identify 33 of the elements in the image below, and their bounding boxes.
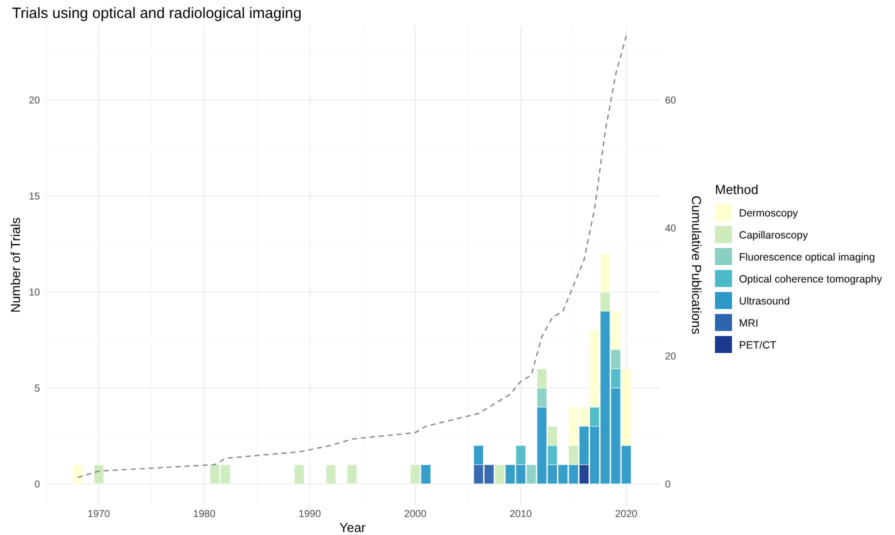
- x-tick-label: 2020: [615, 509, 638, 520]
- x-axis-title: Year: [339, 520, 366, 535]
- x-tick-label: 2000: [404, 509, 427, 520]
- y2-tick-label: 20: [665, 351, 677, 362]
- legend-label: MRI: [739, 318, 758, 330]
- legend-label: Ultrasound: [739, 296, 790, 308]
- bar: [94, 464, 104, 484]
- bar: [346, 464, 358, 484]
- y2-tick-label: 40: [665, 223, 677, 234]
- y-tick-label: 10: [28, 287, 40, 298]
- y-tick-label: 0: [34, 479, 40, 490]
- legend-label: Optical coherence tomography: [739, 274, 883, 286]
- x-tick-label: 1990: [298, 509, 322, 520]
- line-series: [77, 35, 627, 478]
- legend-label: Fluorescence optical imaging: [739, 252, 876, 264]
- legend-label: Capillaroscopy: [739, 230, 809, 242]
- y2-axis-title: Cumulative Publications: [689, 196, 704, 335]
- bar: [326, 464, 336, 484]
- x-tick-label: 1980: [193, 509, 216, 520]
- y2-tick-label: 60: [665, 95, 677, 106]
- legend-title: Method: [715, 182, 758, 197]
- bar: [294, 464, 304, 484]
- x-tick-label: 1970: [88, 509, 110, 520]
- bar: [72, 464, 83, 484]
- legend-label: Dermoscopy: [739, 208, 799, 220]
- y-tick-label: 5: [34, 383, 40, 394]
- chart-title: Trials using optical and radiological imaging: [12, 5, 302, 22]
- y-axis-title: Number of Trials: [8, 216, 23, 313]
- y-tick-label: 20: [28, 95, 40, 106]
- x-tick-label: 2010: [510, 509, 532, 520]
- y2-tick-label: 0: [665, 479, 671, 490]
- legend-label: PET/CT: [739, 340, 777, 352]
- y-tick-label: 15: [28, 191, 40, 202]
